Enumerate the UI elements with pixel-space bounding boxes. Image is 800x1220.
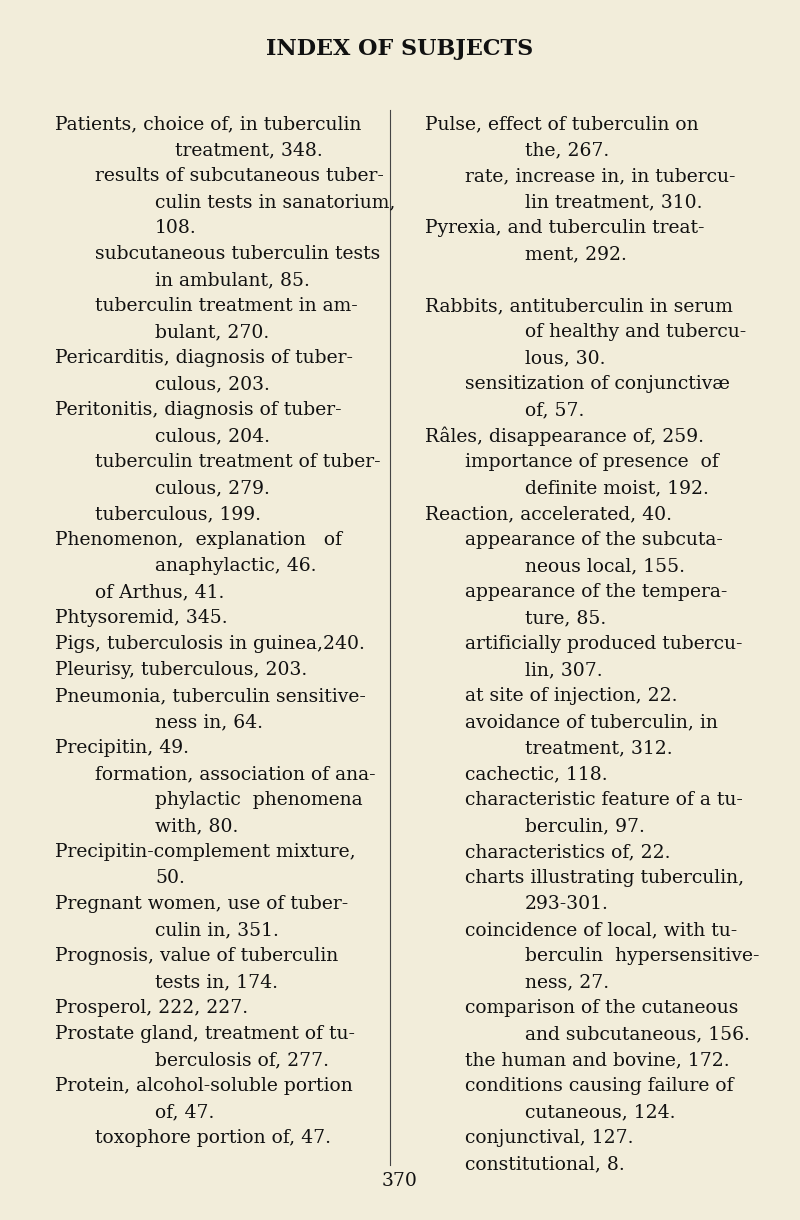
Text: lin, 307.: lin, 307. — [525, 661, 602, 680]
Text: Peritonitis, diagnosis of tuber-: Peritonitis, diagnosis of tuber- — [55, 401, 342, 418]
Text: constitutional, 8.: constitutional, 8. — [465, 1155, 625, 1172]
Text: with, 80.: with, 80. — [155, 817, 238, 834]
Text: Pigs, tuberculosis in guinea,240.: Pigs, tuberculosis in guinea,240. — [55, 634, 365, 653]
Text: sensitization of conjunctivæ: sensitization of conjunctivæ — [465, 375, 730, 393]
Text: tuberculin treatment of tuber-: tuberculin treatment of tuber- — [95, 453, 381, 471]
Text: artificially produced tubercu-: artificially produced tubercu- — [465, 634, 742, 653]
Text: results of subcutaneous tuber-: results of subcutaneous tuber- — [95, 167, 384, 185]
Text: Protein, alcohol-soluble portion: Protein, alcohol-soluble portion — [55, 1077, 353, 1096]
Text: Pulse, effect of tuberculin on: Pulse, effect of tuberculin on — [425, 115, 698, 133]
Text: coincidence of local, with tu-: coincidence of local, with tu- — [465, 921, 738, 939]
Text: toxophore portion of, 47.: toxophore portion of, 47. — [95, 1128, 331, 1147]
Text: culin in, 351.: culin in, 351. — [155, 921, 279, 939]
Text: culous, 204.: culous, 204. — [155, 427, 270, 445]
Text: formation, association of ana-: formation, association of ana- — [95, 765, 376, 783]
Text: Râles, disappearance of, 259.: Râles, disappearance of, 259. — [425, 427, 704, 447]
Text: INDEX OF SUBJECTS: INDEX OF SUBJECTS — [266, 38, 534, 60]
Text: Prognosis, value of tuberculin: Prognosis, value of tuberculin — [55, 947, 338, 965]
Text: ture, 85.: ture, 85. — [525, 609, 606, 627]
Text: phylactic  phenomena: phylactic phenomena — [155, 791, 362, 809]
Text: rate, increase in, in tubercu-: rate, increase in, in tubercu- — [465, 167, 735, 185]
Text: tuberculous, 199.: tuberculous, 199. — [95, 505, 261, 523]
Text: bulant, 270.: bulant, 270. — [155, 323, 270, 342]
Text: culous, 279.: culous, 279. — [155, 479, 270, 497]
Text: berculin  hypersensitive-: berculin hypersensitive- — [525, 947, 759, 965]
Text: treatment, 312.: treatment, 312. — [525, 739, 673, 756]
Text: of healthy and tubercu-: of healthy and tubercu- — [525, 323, 746, 342]
Text: appearance of the subcuta-: appearance of the subcuta- — [465, 531, 723, 549]
Text: of, 57.: of, 57. — [525, 401, 584, 418]
Text: 370: 370 — [382, 1172, 418, 1189]
Text: Precipitin-complement mixture,: Precipitin-complement mixture, — [55, 843, 356, 861]
Text: characteristics of, 22.: characteristics of, 22. — [465, 843, 670, 861]
Text: tests in, 174.: tests in, 174. — [155, 974, 278, 991]
Text: subcutaneous tuberculin tests: subcutaneous tuberculin tests — [95, 245, 380, 264]
Text: Reaction, accelerated, 40.: Reaction, accelerated, 40. — [425, 505, 672, 523]
Text: culous, 203.: culous, 203. — [155, 375, 270, 393]
Text: Prosperol, 222, 227.: Prosperol, 222, 227. — [55, 999, 248, 1017]
Text: cachectic, 118.: cachectic, 118. — [465, 765, 608, 783]
Text: Pyrexia, and tuberculin treat-: Pyrexia, and tuberculin treat- — [425, 220, 705, 237]
Text: Pleurisy, tuberculous, 203.: Pleurisy, tuberculous, 203. — [55, 661, 307, 680]
Text: Pericarditis, diagnosis of tuber-: Pericarditis, diagnosis of tuber- — [55, 349, 353, 367]
Text: anaphylactic, 46.: anaphylactic, 46. — [155, 558, 317, 575]
Text: conjunctival, 127.: conjunctival, 127. — [465, 1128, 634, 1147]
Text: characteristic feature of a tu-: characteristic feature of a tu- — [465, 791, 743, 809]
Text: 50.: 50. — [155, 869, 185, 887]
Text: importance of presence  of: importance of presence of — [465, 453, 718, 471]
Text: appearance of the tempera-: appearance of the tempera- — [465, 583, 727, 601]
Text: 108.: 108. — [155, 220, 197, 237]
Text: neous local, 155.: neous local, 155. — [525, 558, 685, 575]
Text: 293-301.: 293-301. — [525, 895, 609, 913]
Text: Pregnant women, use of tuber-: Pregnant women, use of tuber- — [55, 895, 348, 913]
Text: in ambulant, 85.: in ambulant, 85. — [155, 271, 310, 289]
Text: berculin, 97.: berculin, 97. — [525, 817, 645, 834]
Text: and subcutaneous, 156.: and subcutaneous, 156. — [525, 1025, 750, 1043]
Text: avoidance of tuberculin, in: avoidance of tuberculin, in — [465, 712, 718, 731]
Text: lous, 30.: lous, 30. — [525, 349, 606, 367]
Text: cutaneous, 124.: cutaneous, 124. — [525, 1103, 675, 1121]
Text: the human and bovine, 172.: the human and bovine, 172. — [465, 1050, 730, 1069]
Text: the, 267.: the, 267. — [525, 142, 610, 159]
Text: Phenomenon,  explanation   of: Phenomenon, explanation of — [55, 531, 342, 549]
Text: tuberculin treatment in am-: tuberculin treatment in am- — [95, 296, 358, 315]
Text: Rabbits, antituberculin in serum: Rabbits, antituberculin in serum — [425, 296, 733, 315]
Text: of Arthus, 41.: of Arthus, 41. — [95, 583, 224, 601]
Text: comparison of the cutaneous: comparison of the cutaneous — [465, 999, 738, 1017]
Text: ment, 292.: ment, 292. — [525, 245, 627, 264]
Text: definite moist, 192.: definite moist, 192. — [525, 479, 709, 497]
Text: berculosis of, 277.: berculosis of, 277. — [155, 1050, 329, 1069]
Text: Phtysoremid, 345.: Phtysoremid, 345. — [55, 609, 228, 627]
Text: lin treatment, 310.: lin treatment, 310. — [525, 193, 702, 211]
Text: ness, 27.: ness, 27. — [525, 974, 609, 991]
Text: treatment, 348.: treatment, 348. — [175, 142, 322, 159]
Text: ness in, 64.: ness in, 64. — [155, 712, 263, 731]
Text: Pneumonia, tuberculin sensitive-: Pneumonia, tuberculin sensitive- — [55, 687, 366, 705]
Text: Precipitin, 49.: Precipitin, 49. — [55, 739, 189, 756]
Text: charts illustrating tuberculin,: charts illustrating tuberculin, — [465, 869, 744, 887]
Text: at site of injection, 22.: at site of injection, 22. — [465, 687, 678, 705]
Text: Prostate gland, treatment of tu-: Prostate gland, treatment of tu- — [55, 1025, 355, 1043]
Text: culin tests in sanatorium,: culin tests in sanatorium, — [155, 193, 395, 211]
Text: Patients, choice of, in tuberculin: Patients, choice of, in tuberculin — [55, 115, 362, 133]
Text: of, 47.: of, 47. — [155, 1103, 214, 1121]
Text: conditions causing failure of: conditions causing failure of — [465, 1077, 734, 1096]
